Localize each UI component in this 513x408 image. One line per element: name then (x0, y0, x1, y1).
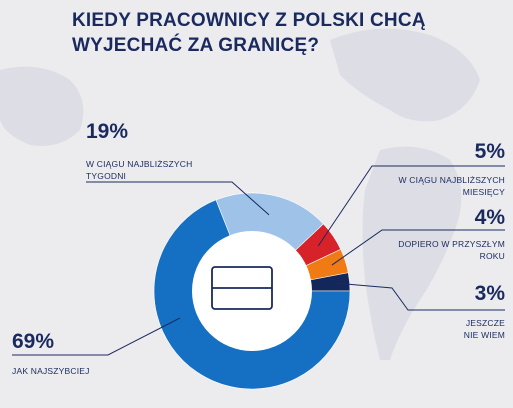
leader-lines (12, 165, 505, 356)
slice-label-przyszlym-roku: DOPIERO W PRZYSZŁYM ROKU (398, 239, 505, 261)
slice-percent-przyszlym-roku: 4% (474, 206, 505, 229)
leader-line-nie-wiem (335, 282, 505, 311)
leader-line-przyszlym-roku (331, 229, 505, 266)
chart-title: KIEDY PRACOWNICY Z POLSKI CHCĄ WYJECHAĆ … (72, 8, 432, 58)
chart-title-line-2: WYJECHAĆ ZA GRANICĘ? (72, 35, 320, 56)
slice-label-jak-najszybciej: JAK NAJSZYBCIEJ (12, 366, 90, 376)
slice-percent-tygodni: 19% (86, 120, 129, 143)
leader-line-miesiecy (317, 165, 505, 247)
slice-percent-miesiecy: 5% (474, 140, 505, 163)
leader-line-tygodni (86, 181, 270, 216)
donut-hole (192, 231, 312, 351)
world-map-background (0, 28, 480, 360)
slice-percent-nie-wiem: 3% (474, 282, 505, 305)
slice-label-tygodni: W CIĄGU NAJBLIŻSZYCH TYGODNI (86, 159, 193, 181)
chart-title-line-1: KIEDY PRACOWNICY Z POLSKI CHCĄ (72, 10, 426, 31)
wallet-card-icon (211, 266, 273, 310)
slice-label-miesiecy: W CIĄGU NAJBLIŻSZYCH MIESIĘCY (398, 175, 505, 197)
slice-percent-jak-najszybciej: 69% (12, 330, 55, 353)
leader-line-jak-najszybciej (12, 317, 181, 356)
slice-label-nie-wiem: JESZCZE NIE WIEM (463, 318, 505, 340)
